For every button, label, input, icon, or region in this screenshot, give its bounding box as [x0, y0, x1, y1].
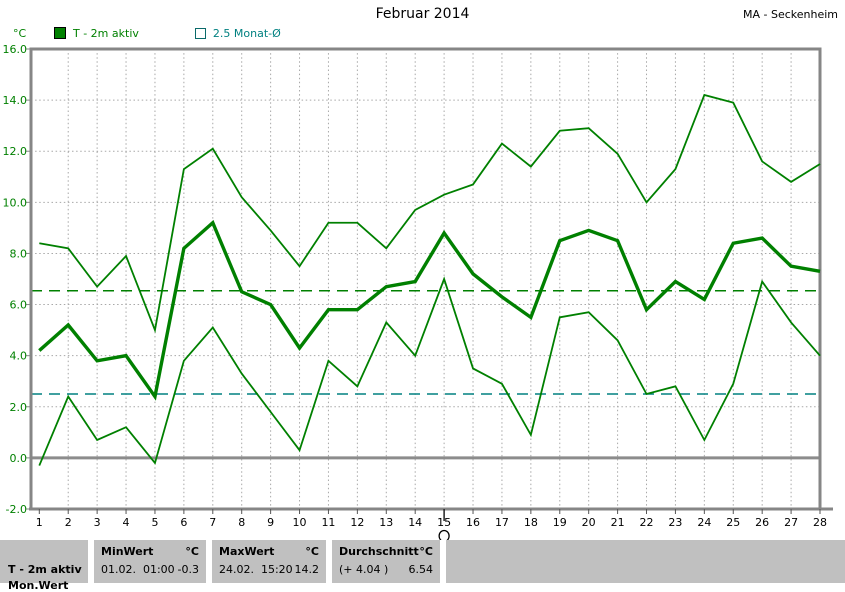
x-tick-label: 22	[640, 516, 654, 529]
y-tick-label: -2.0	[6, 503, 27, 516]
durchschnitt-diff: (+ 4.04 )	[339, 563, 389, 576]
legend-series2-label: 2.5 Monat-Ø	[212, 26, 281, 40]
stats-durchschnitt-column: Durchschnitt °C (+ 4.04 ) 6.54	[332, 540, 440, 583]
y-axis-unit-label: °C	[13, 27, 27, 40]
maxwert-datetime: 24.02. 15:20	[219, 563, 293, 576]
temperature-line-chart: 16.014.012.010.08.06.04.02.00.0-2.01 2 3 4 5…	[3, 43, 833, 540]
minwert-unit: °C	[185, 545, 199, 558]
legend-open-square-icon	[194, 27, 206, 39]
plot-border	[29, 47, 822, 511]
y-tick-label: 8.0	[10, 247, 28, 260]
legend-series1-label: T - 2m aktiv	[73, 26, 139, 40]
durchschnitt-unit: °C	[419, 545, 433, 558]
maxwert-unit: °C	[305, 545, 319, 558]
x-tick-label: 23	[668, 516, 682, 529]
x-tick-label: 9	[267, 516, 274, 529]
y-tick-label: 16.0	[3, 43, 28, 56]
x-tick-label: 4	[123, 516, 130, 529]
x-tick-label: 5	[151, 516, 158, 529]
minwert-value: -0.3	[177, 563, 199, 576]
stats-minwert-column: MinWert °C 01.02. 01:00 -0.3	[94, 540, 206, 583]
series-mean-line	[38, 219, 821, 401]
x-tick-label: 28	[813, 516, 827, 529]
stats-maxwert-column: MaxWert °C 24.02. 15:20 14.2	[212, 540, 326, 583]
day15-marker-circle	[438, 529, 450, 540]
x-tick-label: 10	[293, 516, 307, 529]
x-tick-label: 19	[553, 516, 567, 529]
maxwert-value: 14.2	[294, 563, 320, 576]
stats-series-cell: T - 2m aktiv Mon.Wert	[0, 540, 88, 592]
durchschnitt-value: 6.54	[408, 563, 434, 576]
x-tick-label: 16	[466, 516, 480, 529]
y-tick-label: 10.0	[3, 196, 28, 209]
y-tick-label: 4.0	[10, 350, 28, 363]
durchschnitt-header: Durchschnitt	[339, 545, 419, 558]
page-title: Februar 2014	[375, 6, 470, 22]
x-tick-label: 21	[611, 516, 625, 529]
series-max-line	[39, 93, 821, 334]
x-tick-label: 8	[238, 516, 245, 529]
x-tick-label: 3	[94, 516, 101, 529]
x-tick-label: 2	[65, 516, 72, 529]
x-tick-label: 20	[582, 516, 596, 529]
y-tick-label: 0.0	[10, 452, 28, 465]
x-tick-label: 27	[784, 516, 798, 529]
x-tick-label: 6	[180, 516, 187, 529]
x-tick-label: 15	[437, 516, 451, 529]
minwert-datetime: 01.02. 01:00	[101, 563, 175, 576]
y-tick-label: 12.0	[3, 145, 28, 158]
y-tick-label: 6.0	[10, 299, 28, 312]
x-tick-label: 17	[495, 516, 509, 529]
stats-clipped-row-label: Mon.Wert	[8, 579, 69, 592]
station-name: MA - Seckenheim	[742, 8, 838, 21]
maxwert-header: MaxWert	[219, 545, 275, 558]
x-tick-label: 12	[350, 516, 364, 529]
legend: T - 2m aktiv 2.5 Monat-Ø	[54, 26, 281, 40]
legend-filled-square-icon	[54, 27, 66, 39]
x-tick-label: 18	[524, 516, 538, 529]
x-tick-label: 14	[408, 516, 422, 529]
y-tick-label: 2.0	[10, 401, 28, 414]
x-tick-label: 24	[697, 516, 711, 529]
x-tick-label: 26	[755, 516, 769, 529]
stats-series-label: T - 2m aktiv	[8, 563, 82, 576]
x-tick-label: 25	[726, 516, 740, 529]
x-tick-label: 13	[379, 516, 393, 529]
series-min-line	[38, 276, 821, 466]
x-tick-label: 11	[321, 516, 335, 529]
y-tick-label: 14.0	[3, 94, 28, 107]
stats-empty-area	[446, 540, 845, 583]
x-tick-label: 7	[209, 516, 216, 529]
x-tick-label: 1	[36, 516, 43, 529]
minwert-header: MinWert	[101, 545, 154, 558]
